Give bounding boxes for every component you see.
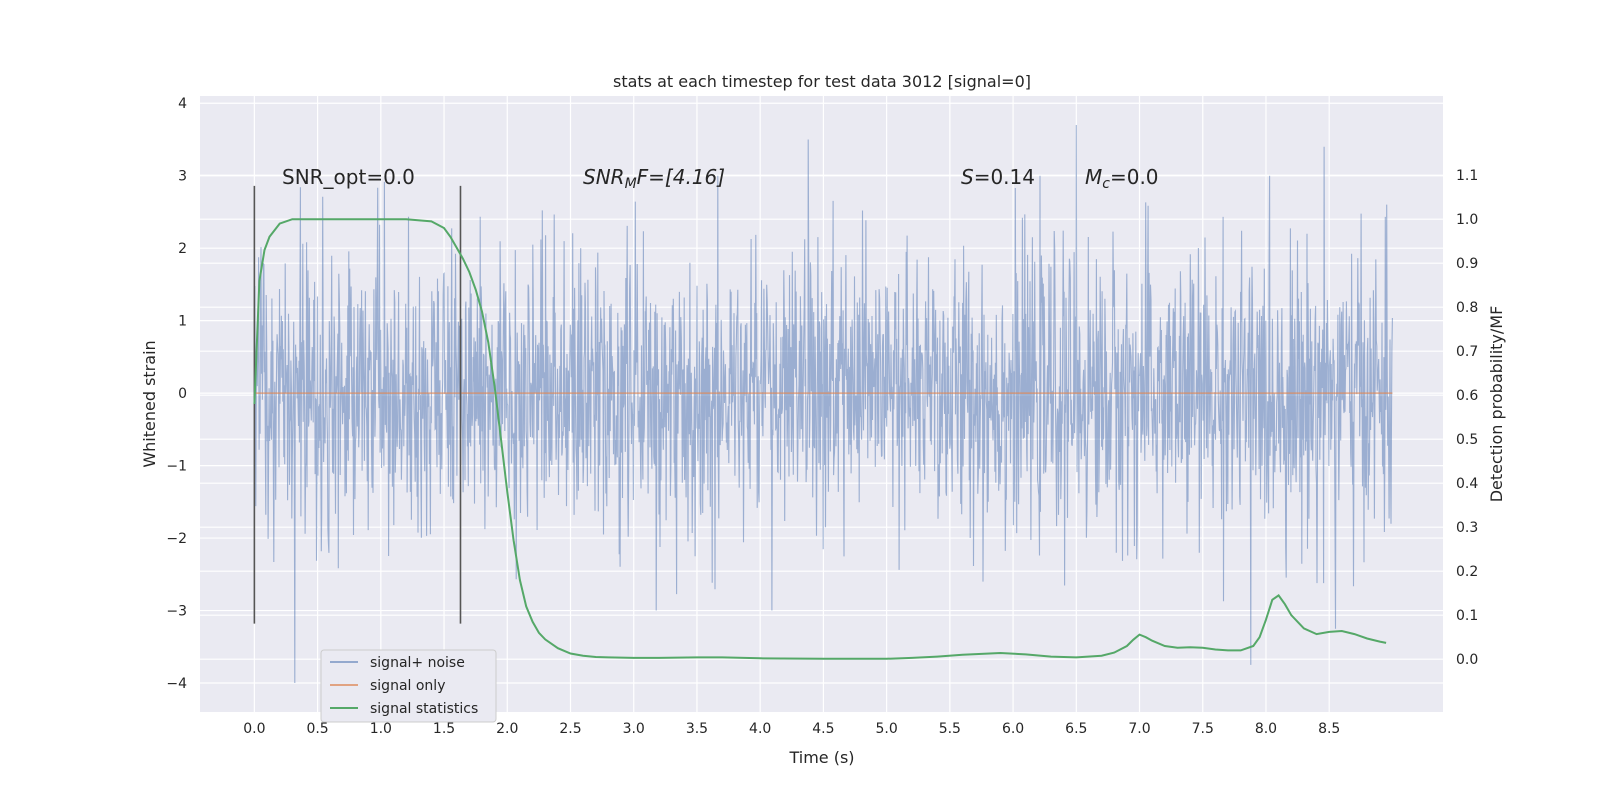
series-signal-statistics <box>253 218 1387 660</box>
x-tick-label: 1.0 <box>370 721 392 737</box>
y-tick-label: −1 <box>166 459 187 475</box>
x-tick-label: 4.0 <box>749 721 771 737</box>
y-tick-label: 1 <box>178 314 187 330</box>
y-tick-label: 4 <box>178 96 187 112</box>
y-tick-label: 0 <box>178 386 187 402</box>
y2-tick-label: 0.0 <box>1456 652 1478 668</box>
x-tick-labels: 0.0 0.5 1.0 1.5 2.0 2.5 3.0 3.5 4.0 4.5 5.0 5.5 6.0 6… <box>243 721 1340 737</box>
y-tick-label: 3 <box>178 169 187 185</box>
x-tick-label: 8.0 <box>1255 721 1277 737</box>
legend-box <box>320 649 497 723</box>
x-tick-label: 6.0 <box>1002 721 1024 737</box>
x-tick-label: 6.5 <box>1065 721 1087 737</box>
x-tick-label: 4.5 <box>812 721 834 737</box>
x-tick-label: 5.5 <box>939 721 961 737</box>
x-tick-label: 0.5 <box>306 721 328 737</box>
x-tick-label: 7.0 <box>1128 721 1150 737</box>
y-tick-label: −3 <box>166 604 187 620</box>
chart-title: stats at each timestep for test data 301… <box>613 72 1031 91</box>
x-tick-label: 1.5 <box>433 721 455 737</box>
annotation-snr-opt: SNR_opt=0.0 <box>282 165 415 189</box>
y2-tick-label: 0.9 <box>1456 256 1478 272</box>
series-signal-noise <box>253 124 1393 684</box>
y-tick-label: −2 <box>166 531 187 547</box>
x-axis-label: Time (s) <box>788 748 854 767</box>
y2-tick-label: 0.2 <box>1456 564 1478 580</box>
legend-label-signal-statistics: signal statistics <box>370 701 478 717</box>
x-tick-label: 3.0 <box>623 721 645 737</box>
x-tick-label: 8.5 <box>1318 721 1340 737</box>
y2-tick-label: 1.0 <box>1456 212 1478 228</box>
y2-tick-label: 0.3 <box>1456 520 1478 536</box>
y2-axis-label: Detection probability/MF <box>1487 306 1506 503</box>
x-tick-label: 2.5 <box>559 721 581 737</box>
annotation-s: S=0.14 <box>961 165 1035 189</box>
annotation-snr-mf: SNRMF=[4.16] <box>583 165 725 192</box>
y2-tick-label: 0.8 <box>1456 300 1478 316</box>
legend-label-signal-noise: signal+ noise <box>370 655 465 671</box>
y2-tick-label: 0.1 <box>1456 608 1478 624</box>
y-axis-label: Whitened strain <box>140 340 159 467</box>
legend-label-signal-only: signal only <box>370 678 445 694</box>
y2-tick-labels: 1.1 1.0 0.9 0.8 0.7 0.6 0.5 0.4 0.3 0.2 0.1 0.0 <box>1456 168 1478 668</box>
x-tick-label: 5.0 <box>875 721 897 737</box>
y-tick-label: −4 <box>166 676 187 692</box>
legend: signal+ noise signal only signal statist… <box>320 649 497 723</box>
x-tick-label: 2.0 <box>496 721 518 737</box>
annotation-mc: Mc=0.0 <box>1085 165 1159 192</box>
y2-tick-label: 0.4 <box>1456 476 1478 492</box>
y2-tick-label: 0.7 <box>1456 344 1478 360</box>
y-tick-label: 2 <box>178 241 187 257</box>
y2-tick-label: 0.6 <box>1456 388 1478 404</box>
vertical-lines <box>253 185 462 624</box>
y2-tick-label: 1.1 <box>1456 168 1478 184</box>
x-tick-label: 0.0 <box>243 721 265 737</box>
y-tick-labels: 4 3 2 1 0 −1 −2 −3 −4 <box>166 96 187 692</box>
y2-tick-label: 0.5 <box>1456 432 1478 448</box>
x-tick-label: 7.5 <box>1192 721 1214 737</box>
x-tick-label: 3.5 <box>686 721 708 737</box>
noise-trace <box>253 124 1393 684</box>
